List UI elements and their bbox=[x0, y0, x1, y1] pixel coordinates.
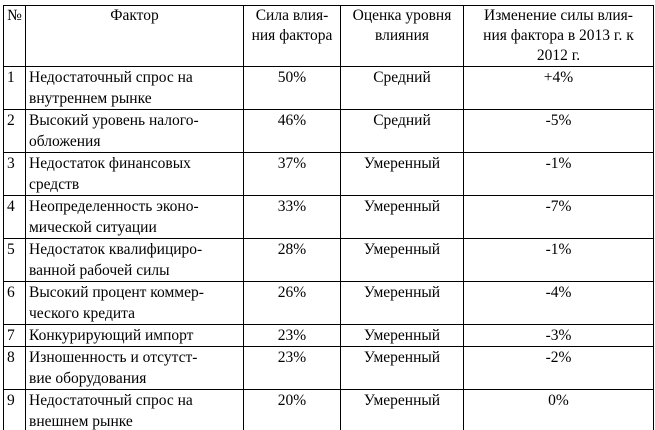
row-force: 28% bbox=[243, 238, 341, 282]
header-factor: Фактор bbox=[25, 5, 244, 67]
table-row: 1 Недостаточный спрос на внутреннем рынке… bbox=[3, 66, 654, 110]
row-factor: Неопределенность эконо-мической ситуации bbox=[25, 195, 244, 239]
row-force: 26% bbox=[243, 281, 341, 325]
row-number: 4 bbox=[3, 195, 26, 239]
row-number: 7 bbox=[3, 324, 26, 347]
row-force: 33% bbox=[243, 195, 341, 239]
row-level: Средний bbox=[340, 66, 464, 110]
row-change: +4% bbox=[463, 66, 654, 110]
row-change: -7% bbox=[463, 195, 654, 239]
table-row: 3 Недостаток финансовых средств 37% Умере… bbox=[3, 152, 654, 196]
header-num: № bbox=[3, 5, 26, 67]
table-row: 7 Конкурирующий импорт 23% Умеренный -3% bbox=[3, 324, 654, 347]
table-header-row: № Фактор Сила влия- ния фактора Оценка у… bbox=[3, 5, 654, 67]
row-factor: Высокий процент коммер-ческого кредита bbox=[25, 281, 244, 325]
row-change: 0% bbox=[463, 389, 654, 430]
row-number: 2 bbox=[3, 109, 26, 153]
table-row: 4 Неопределенность эконо-мической ситуац… bbox=[3, 195, 654, 239]
row-number: 6 bbox=[3, 281, 26, 325]
row-number: 8 bbox=[3, 346, 26, 390]
row-number: 5 bbox=[3, 238, 26, 282]
row-factor: Недостаток квалифициро-ванной рабочей си… bbox=[25, 238, 244, 282]
row-force: 46% bbox=[243, 109, 341, 153]
row-force: 20% bbox=[243, 389, 341, 430]
header-force: Сила влия- ния фактора bbox=[243, 5, 341, 67]
row-change: -3% bbox=[463, 324, 654, 347]
row-force: 23% bbox=[243, 324, 341, 347]
row-change: -2% bbox=[463, 346, 654, 390]
row-change: -4% bbox=[463, 281, 654, 325]
row-level: Умеренный bbox=[340, 281, 464, 325]
row-factor: Недостаточный спрос на внешнем рынке bbox=[25, 389, 244, 430]
row-force: 37% bbox=[243, 152, 341, 196]
header-change: Изменение силы влия- ния фактора в 2013 … bbox=[463, 5, 654, 67]
row-level: Умеренный bbox=[340, 195, 464, 239]
row-number: 1 bbox=[3, 66, 26, 110]
row-level: Средний bbox=[340, 109, 464, 153]
row-force: 23% bbox=[243, 346, 341, 390]
row-factor: Недостаточный спрос на внутреннем рынке bbox=[25, 66, 244, 110]
row-factor: Недостаток финансовых средств bbox=[25, 152, 244, 196]
row-force: 50% bbox=[243, 66, 341, 110]
row-level: Умеренный bbox=[340, 152, 464, 196]
table-row: 6 Высокий процент коммер-ческого кредита… bbox=[3, 281, 654, 325]
row-change: -1% bbox=[463, 152, 654, 196]
row-level: Умеренный bbox=[340, 238, 464, 282]
row-level: Умеренный bbox=[340, 346, 464, 390]
table-row: 5 Недостаток квалифициро-ванной рабочей … bbox=[3, 238, 654, 282]
header-level: Оценка уровня влияния bbox=[340, 5, 464, 67]
factors-table: № Фактор Сила влия- ния фактора Оценка у… bbox=[3, 5, 654, 430]
table-row: 8 Изношенность и отсутст-вие оборудовани… bbox=[3, 346, 654, 390]
row-change: -1% bbox=[463, 238, 654, 282]
row-factor: Изношенность и отсутст-вие оборудования bbox=[25, 346, 244, 390]
row-factor: Конкурирующий импорт bbox=[25, 324, 244, 347]
row-number: 3 bbox=[3, 152, 26, 196]
row-level: Умеренный bbox=[340, 389, 464, 430]
table-row: 9 Недостаточный спрос на внешнем рынке 20… bbox=[3, 389, 654, 430]
row-number: 9 bbox=[3, 389, 26, 430]
row-change: -5% bbox=[463, 109, 654, 153]
table-row: 2 Высокий уровень налого-обложения 46% С… bbox=[3, 109, 654, 153]
row-level: Умеренный bbox=[340, 324, 464, 347]
row-factor: Высокий уровень налого-обложения bbox=[25, 109, 244, 153]
